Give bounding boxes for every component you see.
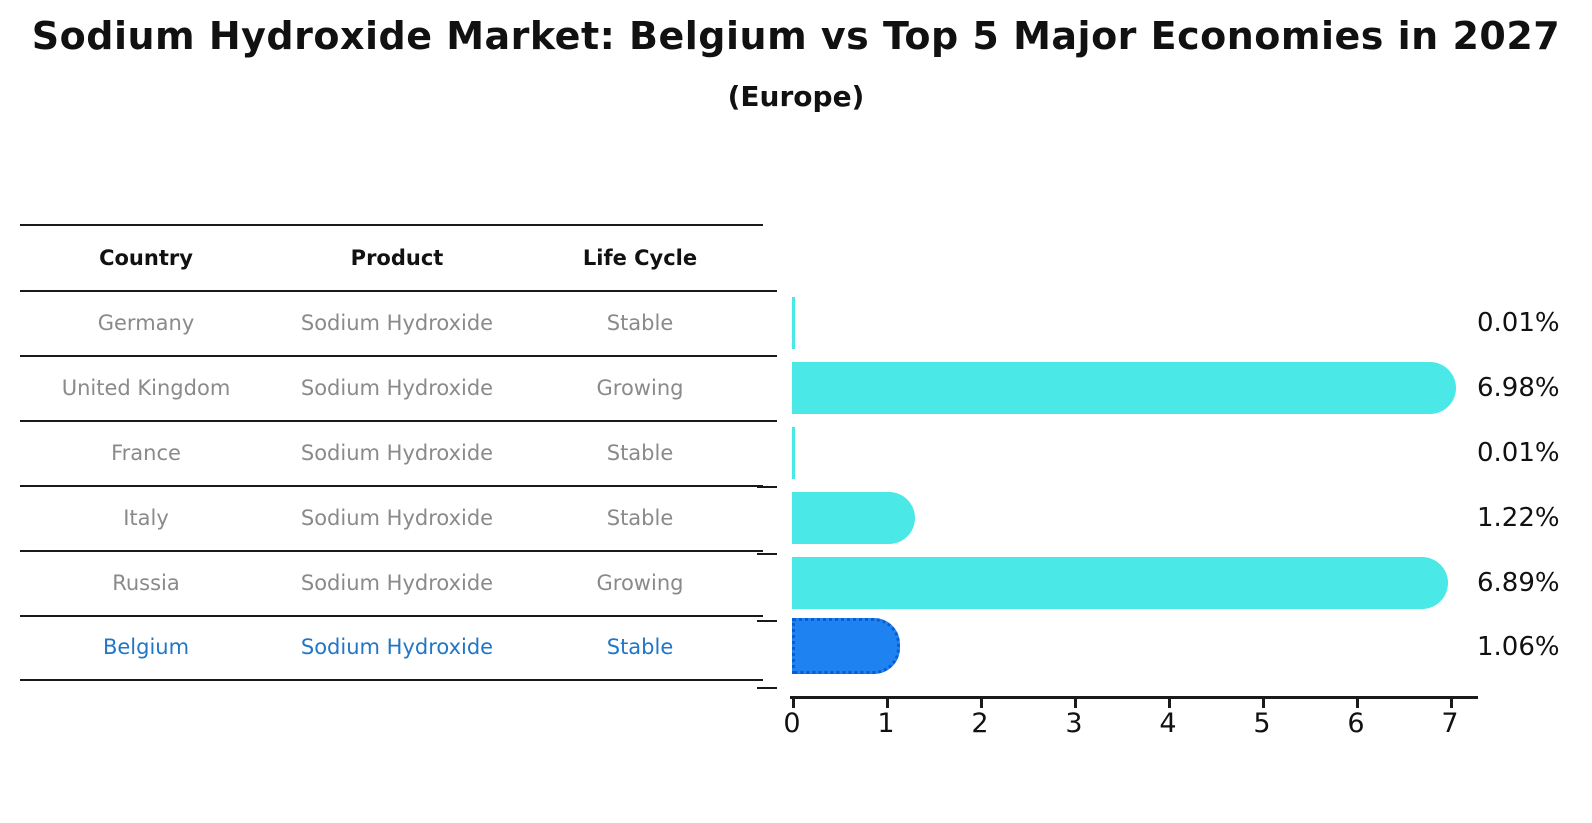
bar-italy: [792, 492, 915, 544]
value-label: 0.01%: [1477, 438, 1560, 468]
table-rule: [20, 355, 763, 357]
table-row: Russia Sodium Hydroxide Growing: [20, 550, 758, 615]
y-axis-tick: [757, 620, 777, 622]
table-row: Germany Sodium Hydroxide Stable: [20, 290, 758, 355]
table-row: United Kingdom Sodium Hydroxide Growing: [20, 355, 758, 420]
column-header-life-cycle: Life Cycle: [582, 245, 698, 270]
x-tick-label: 5: [1253, 708, 1271, 739]
cell-life-cycle: Stable: [606, 440, 674, 465]
x-axis-tick: [1450, 698, 1453, 708]
x-tick-label: 0: [783, 708, 801, 739]
cell-product: Sodium Hydroxide: [300, 440, 494, 465]
y-axis-tick: [757, 290, 777, 292]
y-axis-tick: [757, 355, 777, 357]
bar-russia: [792, 557, 1448, 609]
bar-united-kingdom: [792, 362, 1457, 414]
chart-subtitle: (Europe): [727, 80, 865, 113]
cell-life-cycle: Growing: [596, 375, 684, 400]
x-tick-label: 6: [1347, 708, 1365, 739]
y-axis-tick: [757, 420, 777, 422]
y-axis-tick: [757, 687, 777, 689]
table-row: France Sodium Hydroxide Stable: [20, 420, 758, 485]
cell-life-cycle: Stable: [606, 634, 674, 659]
cell-product: Sodium Hydroxide: [300, 570, 494, 595]
x-tick-label: 1: [877, 708, 895, 739]
x-axis-line: [790, 696, 1478, 699]
cell-product: Sodium Hydroxide: [300, 375, 494, 400]
table-rule: [20, 550, 763, 552]
value-label: 1.22%: [1477, 503, 1560, 533]
column-header-product: Product: [350, 245, 444, 270]
value-label: 1.06%: [1477, 632, 1560, 662]
cell-product: Sodium Hydroxide: [300, 634, 494, 659]
x-axis-tick: [792, 698, 795, 708]
cell-product: Sodium Hydroxide: [300, 505, 494, 530]
cell-country: France: [111, 440, 181, 465]
cell-product: Sodium Hydroxide: [300, 310, 494, 335]
cell-life-cycle: Stable: [606, 310, 674, 335]
bar-belgium: [792, 618, 900, 674]
table-rule: [20, 679, 763, 681]
y-axis-tick: [757, 553, 777, 555]
table-header-row: Country Product Life Cycle: [20, 225, 758, 290]
cell-life-cycle: Growing: [596, 570, 684, 595]
x-tick-label: 4: [1159, 708, 1177, 739]
x-tick-label: 3: [1065, 708, 1083, 739]
x-axis-tick: [980, 698, 983, 708]
x-axis-tick: [1356, 698, 1359, 708]
table-row-belgium: Belgium Sodium Hydroxide Stable: [20, 614, 758, 679]
x-axis-tick: [1168, 698, 1171, 708]
table-rule: [20, 290, 763, 292]
y-axis-tick: [757, 486, 777, 488]
cell-country: Russia: [112, 570, 180, 595]
table-rule: [20, 420, 763, 422]
cell-country: Germany: [97, 310, 195, 335]
table-row: Italy Sodium Hydroxide Stable: [20, 485, 758, 550]
x-axis-tick: [1074, 698, 1077, 708]
table-rule: [20, 485, 763, 487]
column-header-country: Country: [99, 245, 193, 270]
x-tick-label: 2: [971, 708, 989, 739]
value-label: 6.98%: [1477, 373, 1560, 403]
table-rule: [20, 615, 763, 617]
table-rule: [20, 224, 763, 226]
chart-title: Sodium Hydroxide Market: Belgium vs Top …: [31, 14, 1561, 58]
x-axis-tick: [1262, 698, 1265, 708]
cell-country: United Kingdom: [61, 375, 231, 400]
cell-country: Italy: [123, 505, 169, 530]
x-tick-label: 7: [1441, 708, 1459, 739]
x-axis-tick: [886, 698, 889, 708]
bar-france: [792, 427, 795, 479]
value-label: 6.89%: [1477, 568, 1560, 598]
bar-germany: [792, 297, 795, 349]
cell-life-cycle: Stable: [606, 505, 674, 530]
cell-country: Belgium: [102, 634, 190, 659]
value-label: 0.01%: [1477, 308, 1560, 338]
